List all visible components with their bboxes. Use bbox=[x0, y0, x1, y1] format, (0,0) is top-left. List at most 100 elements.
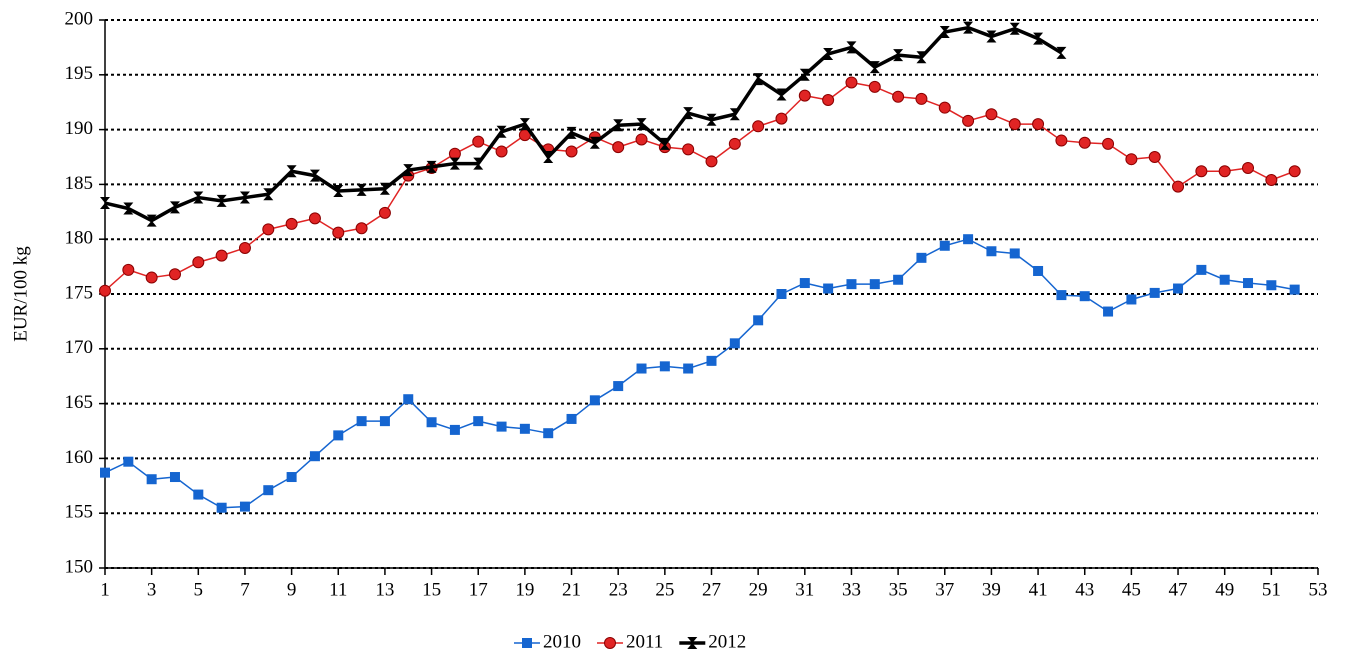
marker bbox=[1149, 287, 1160, 298]
marker bbox=[1033, 265, 1044, 276]
x-tick-label: 35 bbox=[889, 579, 908, 600]
marker bbox=[566, 413, 577, 424]
marker bbox=[1102, 137, 1115, 150]
marker bbox=[286, 165, 297, 178]
marker bbox=[589, 395, 600, 406]
marker bbox=[496, 421, 507, 432]
y-axis-label: EUR/100 kg bbox=[10, 246, 31, 342]
x-tick-label: 7 bbox=[240, 579, 250, 600]
marker bbox=[938, 101, 951, 114]
marker bbox=[728, 137, 741, 150]
y-tick-label: 200 bbox=[65, 8, 94, 29]
legend-label: 2011 bbox=[626, 631, 663, 652]
marker bbox=[869, 61, 880, 74]
marker bbox=[1078, 136, 1091, 149]
marker bbox=[192, 256, 205, 269]
marker bbox=[869, 279, 880, 290]
x-tick-label: 21 bbox=[562, 579, 581, 600]
marker bbox=[846, 279, 857, 290]
series-line bbox=[104, 238, 1295, 509]
marker bbox=[776, 289, 787, 299]
marker bbox=[1032, 118, 1045, 131]
marker bbox=[823, 47, 834, 60]
marker bbox=[145, 271, 158, 284]
y-tick-label: 185 bbox=[65, 173, 94, 194]
marker bbox=[682, 143, 695, 156]
marker bbox=[986, 246, 997, 257]
marker bbox=[845, 76, 858, 89]
marker bbox=[565, 145, 578, 158]
series-line bbox=[104, 81, 1295, 292]
marker bbox=[659, 361, 670, 372]
marker bbox=[378, 206, 391, 219]
marker bbox=[752, 120, 765, 133]
marker bbox=[356, 416, 367, 427]
marker bbox=[495, 145, 508, 158]
marker bbox=[798, 89, 811, 102]
marker bbox=[799, 68, 810, 81]
marker bbox=[543, 428, 554, 439]
marker bbox=[448, 147, 461, 160]
marker bbox=[262, 223, 275, 236]
marker bbox=[216, 502, 227, 513]
marker bbox=[519, 423, 530, 434]
marker bbox=[1289, 284, 1300, 295]
legend-marker bbox=[522, 638, 532, 648]
marker bbox=[238, 241, 251, 254]
marker bbox=[543, 151, 554, 163]
x-tick-label: 3 bbox=[147, 579, 157, 600]
marker bbox=[168, 268, 181, 281]
marker bbox=[1056, 290, 1067, 301]
marker bbox=[379, 182, 390, 195]
x-tick-label: 45 bbox=[1122, 579, 1141, 600]
y-tick-label: 180 bbox=[65, 228, 94, 249]
y-tick-label: 170 bbox=[65, 337, 94, 358]
legend-marker bbox=[604, 637, 616, 649]
x-tick-label: 9 bbox=[287, 579, 297, 600]
marker bbox=[449, 424, 460, 435]
marker bbox=[566, 126, 577, 139]
marker bbox=[123, 456, 134, 467]
marker bbox=[1055, 134, 1068, 147]
marker bbox=[939, 26, 950, 39]
marker bbox=[753, 315, 764, 326]
y-tick-label: 190 bbox=[65, 118, 94, 139]
y-tick-label: 175 bbox=[65, 282, 94, 303]
marker bbox=[683, 363, 694, 374]
marker bbox=[1288, 165, 1301, 178]
marker bbox=[379, 416, 390, 427]
marker bbox=[122, 263, 135, 276]
marker bbox=[426, 417, 437, 428]
marker bbox=[985, 108, 998, 121]
marker bbox=[963, 21, 974, 34]
marker bbox=[1103, 306, 1114, 317]
marker bbox=[239, 191, 250, 204]
marker bbox=[403, 394, 414, 405]
x-tick-label: 37 bbox=[935, 579, 954, 600]
marker bbox=[729, 338, 740, 349]
marker bbox=[355, 222, 368, 235]
marker bbox=[1009, 248, 1020, 259]
marker bbox=[868, 80, 881, 93]
marker bbox=[333, 184, 344, 197]
marker bbox=[1266, 280, 1277, 291]
marker bbox=[146, 474, 157, 485]
x-tick-label: 41 bbox=[1029, 579, 1048, 600]
marker bbox=[193, 489, 204, 500]
x-tick-label: 5 bbox=[194, 579, 204, 600]
marker bbox=[846, 41, 857, 54]
x-tick-label: 33 bbox=[842, 579, 861, 600]
x-tick-label: 17 bbox=[469, 579, 488, 600]
marker bbox=[309, 451, 320, 462]
marker bbox=[1125, 153, 1138, 166]
marker bbox=[705, 155, 718, 168]
marker bbox=[986, 30, 997, 43]
x-tick-label: 43 bbox=[1075, 579, 1094, 600]
marker bbox=[1219, 274, 1230, 285]
x-tick-label: 53 bbox=[1309, 579, 1328, 600]
marker bbox=[1173, 283, 1184, 294]
marker bbox=[1126, 294, 1137, 305]
marker bbox=[263, 188, 274, 201]
x-tick-label: 1 bbox=[100, 579, 110, 600]
